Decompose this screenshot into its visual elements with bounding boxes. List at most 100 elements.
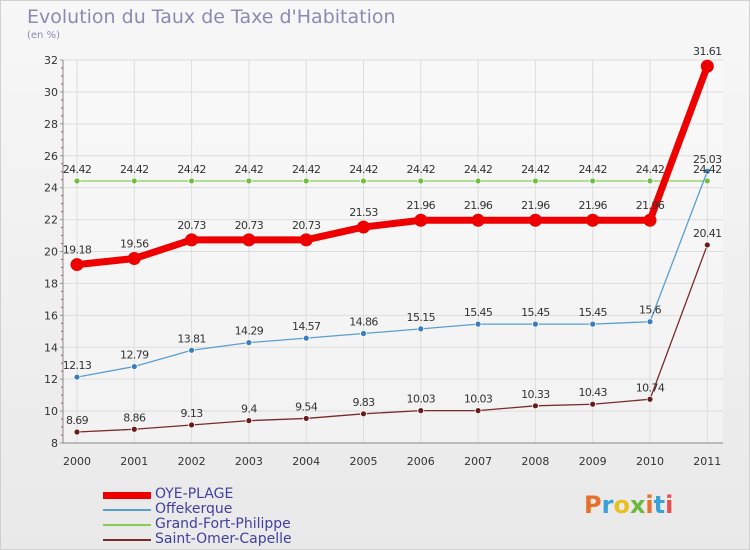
data-point-offekerque <box>360 330 367 337</box>
y-tick-label: 14 <box>44 341 58 354</box>
data-label-offekerque: 14.86 <box>349 316 378 329</box>
series-offekerque <box>73 167 711 381</box>
data-label-grand-fort-philippe: 24.42 <box>693 163 722 176</box>
data-label-oye-plage: 21.96 <box>521 199 550 212</box>
series-line-offekerque <box>76 170 708 378</box>
data-point-offekerque <box>703 167 711 175</box>
x-tick-label: 2011 <box>693 455 721 468</box>
data-point-oye-plage <box>414 213 428 227</box>
data-point-oye-plage <box>242 233 256 247</box>
data-label-oye-plage: 21.96 <box>407 199 436 212</box>
data-label-saint-omer-capelle: 10.33 <box>521 388 550 401</box>
data-point-offekerque <box>302 334 310 342</box>
data-point-grand-fort-philippe <box>188 177 196 185</box>
data-label-offekerque: 25.03 <box>693 153 722 166</box>
data-point-offekerque <box>245 339 253 347</box>
data-point-offekerque <box>532 320 539 328</box>
y-tick-label: 18 <box>44 277 58 290</box>
data-point-saint-omer-capelle <box>302 415 310 422</box>
data-point-saint-omer-capelle <box>73 428 81 436</box>
data-label-saint-omer-capelle: 10.43 <box>578 386 607 399</box>
y-tick-label: 26 <box>44 150 58 163</box>
data-label-oye-plage: 19.56 <box>120 238 149 251</box>
y-tick-label: 12 <box>44 373 58 386</box>
data-label-offekerque: 12.13 <box>63 359 92 372</box>
data-point-offekerque <box>417 325 425 333</box>
data-label-oye-plage: 20.73 <box>235 219 264 232</box>
x-tick-label: 2003 <box>235 455 263 468</box>
series-oye-plage <box>70 59 714 272</box>
legend-label-offekerque: Offekerque <box>155 501 233 517</box>
x-tick-label: 2006 <box>407 455 435 468</box>
data-label-oye-plage: 31.61 <box>693 45 722 58</box>
data-point-grand-fort-philippe <box>646 177 654 185</box>
data-point-saint-omer-capelle <box>417 407 425 415</box>
legend-label-grand-fort-philippe: Grand-Fort-Philippe <box>155 516 291 532</box>
data-label-saint-omer-capelle: 9.83 <box>352 396 375 409</box>
data-point-offekerque <box>646 318 654 326</box>
data-point-oye-plage <box>299 233 313 247</box>
data-point-oye-plage <box>471 213 485 227</box>
data-label-oye-plage: 19.18 <box>63 244 92 257</box>
data-label-saint-omer-capelle: 10.03 <box>407 393 436 406</box>
data-point-grand-fort-philippe <box>417 177 425 185</box>
logo-letter: x <box>629 491 646 519</box>
data-point-saint-omer-capelle <box>703 241 711 249</box>
legend-swatch-oye-plage <box>103 492 151 499</box>
data-label-offekerque: 15.15 <box>407 311 436 324</box>
data-point-offekerque <box>474 320 482 328</box>
data-label-grand-fort-philippe: 24.42 <box>63 163 92 176</box>
data-label-oye-plage: 20.73 <box>177 219 206 232</box>
logo-letter: P <box>584 491 602 519</box>
data-point-grand-fort-philippe <box>703 177 711 185</box>
data-label-saint-omer-capelle: 8.69 <box>66 414 89 427</box>
data-point-oye-plage <box>700 59 714 73</box>
data-point-offekerque <box>73 373 81 381</box>
data-label-offekerque: 15.45 <box>578 306 607 319</box>
data-label-grand-fort-philippe: 24.42 <box>235 163 264 176</box>
x-tick-label: 2005 <box>350 455 378 468</box>
data-label-oye-plage: 21.53 <box>349 206 378 219</box>
data-point-oye-plage <box>586 213 600 227</box>
data-label-grand-fort-philippe: 24.42 <box>636 163 665 176</box>
x-tick-label: 2008 <box>521 455 549 468</box>
logo-letter: r <box>601 491 614 519</box>
legend-swatch-offekerque <box>103 509 151 511</box>
data-label-saint-omer-capelle: 10.74 <box>636 381 665 394</box>
logo-letter: t <box>653 491 666 519</box>
data-point-saint-omer-capelle <box>360 410 367 418</box>
data-point-saint-omer-capelle <box>646 395 654 403</box>
x-tick-label: 2001 <box>120 455 148 468</box>
x-tick-label: 2004 <box>292 455 320 468</box>
data-label-offekerque: 15.45 <box>464 306 493 319</box>
x-tick-label: 2010 <box>636 455 664 468</box>
data-label-saint-omer-capelle: 9.13 <box>181 407 204 420</box>
chart-subtitle: (en %) <box>27 30 60 41</box>
y-tick-label: 28 <box>44 118 58 131</box>
logo-letter: i <box>645 491 654 519</box>
data-point-grand-fort-philippe <box>532 177 539 185</box>
y-tick-label: 16 <box>44 309 58 322</box>
data-point-oye-plage <box>528 213 542 227</box>
data-label-grand-fort-philippe: 24.42 <box>578 163 607 176</box>
y-tick-label: 30 <box>44 86 58 99</box>
series-line-saint-omer-capelle <box>76 244 708 433</box>
data-point-oye-plage <box>127 252 141 266</box>
legend-label-oye-plage: OYE-PLAGE <box>155 486 234 502</box>
data-label-grand-fort-philippe: 24.42 <box>349 163 378 176</box>
data-point-oye-plage <box>643 213 657 227</box>
data-label-oye-plage: 21.96 <box>464 199 493 212</box>
series-grand-fort-philippe <box>73 177 711 185</box>
data-label-saint-omer-capelle: 20.41 <box>693 227 722 240</box>
data-point-saint-omer-capelle <box>474 407 482 415</box>
legend-swatch-grand-fort-philippe <box>103 524 151 526</box>
data-point-saint-omer-capelle <box>130 425 138 433</box>
legend-swatch-saint-omer-capelle <box>103 539 151 541</box>
data-label-grand-fort-philippe: 24.42 <box>177 163 206 176</box>
x-tick-label: 2000 <box>63 455 91 468</box>
data-label-saint-omer-capelle: 10.03 <box>464 393 493 406</box>
data-point-grand-fort-philippe <box>589 177 597 185</box>
data-label-grand-fort-philippe: 24.42 <box>120 163 149 176</box>
data-label-grand-fort-philippe: 24.42 <box>464 163 493 176</box>
